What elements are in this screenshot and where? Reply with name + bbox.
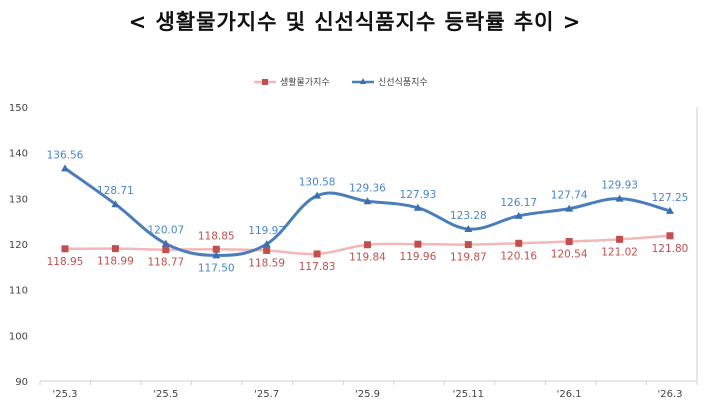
data-point-marker [61, 245, 69, 253]
x-tick-label: '26.1 [557, 389, 582, 400]
data-point-marker [263, 246, 271, 254]
data-label: 126.17 [500, 197, 537, 209]
data-label: 118.99 [97, 256, 134, 268]
data-label: 130.58 [299, 177, 336, 189]
x-tick-label: '25.9 [355, 389, 380, 400]
data-label: 129.93 [601, 180, 638, 192]
legend-triangle-icon [360, 78, 366, 84]
data-point-marker [666, 206, 674, 214]
data-point-marker [364, 241, 371, 249]
data-point-marker [565, 204, 574, 212]
data-label: 127.25 [652, 192, 689, 204]
data-label: 136.56 [47, 149, 84, 161]
data-label: 121.02 [601, 246, 638, 258]
data-point-marker [161, 239, 170, 247]
data-point-marker [414, 240, 422, 248]
y-tick-label: 90 [15, 377, 28, 388]
data-label: 118.85 [198, 230, 235, 242]
legend-square-icon [262, 79, 268, 85]
data-label: 118.77 [147, 257, 184, 269]
legend-label: 생활물가지수 [280, 76, 330, 88]
data-point-marker [464, 241, 472, 249]
data-label: 119.97 [248, 225, 285, 237]
data-point-marker [464, 225, 473, 233]
data-point-marker [212, 245, 220, 253]
legend-label: 신선식품지수 [378, 77, 428, 88]
data-label: 118.59 [248, 257, 285, 269]
data-point-marker [615, 194, 624, 202]
y-tick-label: 110 [9, 286, 28, 297]
x-tick-label: '25.3 [52, 389, 77, 400]
data-label: 119.87 [450, 252, 487, 264]
y-tick-label: 140 [9, 149, 28, 160]
chart-title: < 생활물가지수 및 신선식품지수 등락률 추이 > [128, 10, 582, 34]
data-point-marker [514, 211, 523, 219]
data-label: 123.28 [450, 210, 487, 222]
data-point-marker [313, 250, 321, 258]
data-point-marker [262, 240, 271, 248]
data-point-marker [111, 245, 119, 253]
data-label: 121.80 [652, 243, 689, 255]
x-tick-label: '26.3 [657, 389, 682, 400]
data-point-marker [111, 200, 120, 208]
data-label: 119.96 [400, 251, 437, 263]
x-tick-label: '25.11 [453, 389, 484, 400]
y-tick-label: 130 [9, 194, 28, 205]
data-label: 120.16 [500, 250, 537, 262]
data-point-marker [212, 251, 221, 259]
y-tick-label: 100 [9, 331, 28, 342]
data-point-marker [666, 232, 674, 240]
data-label: 117.83 [299, 261, 336, 273]
data-label: 129.36 [349, 182, 386, 194]
x-tick-label: '25.5 [153, 389, 178, 400]
data-point-marker [313, 191, 322, 199]
data-label: 120.07 [147, 225, 184, 237]
data-point-marker [616, 235, 624, 243]
data-label: 117.50 [198, 262, 235, 274]
data-label: 127.74 [551, 190, 588, 202]
data-label: 120.54 [551, 249, 588, 261]
data-point-marker [565, 238, 573, 246]
data-point-marker [363, 197, 372, 205]
data-label: 128.71 [97, 185, 134, 197]
data-label: 127.93 [400, 189, 437, 201]
x-tick-label: '25.7 [254, 389, 279, 400]
data-point-marker [162, 246, 170, 254]
data-point-marker [413, 203, 422, 211]
y-tick-label: 150 [9, 103, 28, 114]
data-label: 119.84 [349, 252, 386, 264]
data-point-marker [515, 239, 523, 247]
data-label: 118.95 [47, 256, 84, 268]
data-point-marker [61, 164, 69, 172]
y-tick-label: 120 [9, 240, 28, 251]
